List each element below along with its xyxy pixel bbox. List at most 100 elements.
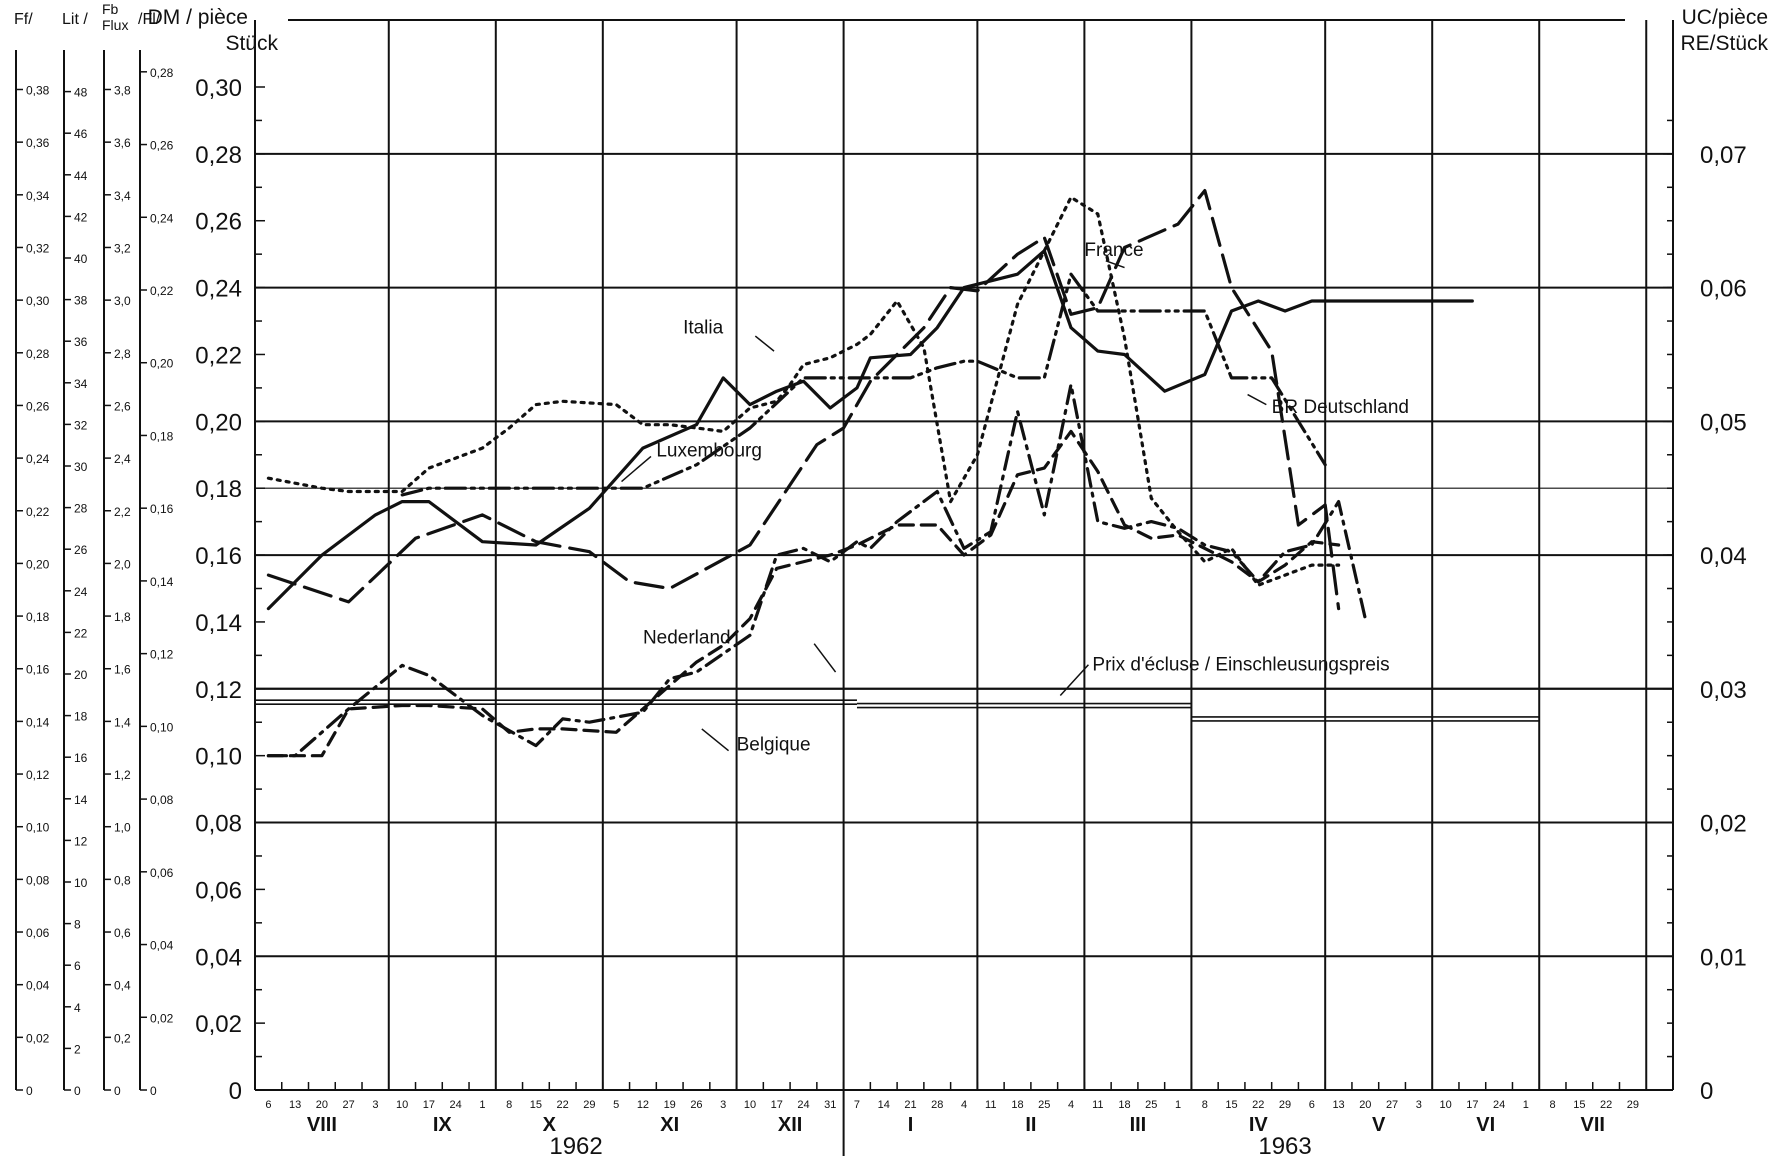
currency-tick-label: 0,02 [150, 1011, 174, 1025]
x-week-label: 29 [1627, 1099, 1639, 1111]
currency-tick-label: 42 [74, 210, 88, 224]
currency-tick-label: 0,22 [150, 284, 174, 298]
x-week-label: 3 [1416, 1099, 1422, 1111]
currency-tick-label: 3,0 [114, 294, 131, 308]
x-month-label: XI [660, 1114, 679, 1136]
series-line-br-deutschland [266, 249, 1474, 611]
series-line-france [266, 189, 1341, 611]
currency-tick-label: 0,06 [150, 866, 174, 880]
currency-tick-label: 0,10 [26, 821, 50, 835]
sluice-price-label: Prix d'écluse / Einschleusungspreis [1092, 655, 1389, 676]
currency-tick-label: 8 [74, 918, 81, 932]
currency-tick-label: 0,36 [26, 136, 50, 150]
series-line-italia [266, 195, 1341, 587]
currency-tick-label: 12 [74, 834, 88, 848]
y-tick-label: 0 [229, 1078, 242, 1105]
currency-tick-label: 0,4 [114, 979, 131, 993]
currency-tick-label: 0,08 [150, 793, 174, 807]
x-week-label: 19 [664, 1099, 676, 1111]
x-year-label: 1962 [549, 1133, 602, 1156]
x-week-label: 8 [1202, 1099, 1208, 1111]
x-week-label: 1 [479, 1099, 485, 1111]
right-y-tick-label: 0,05 [1700, 409, 1747, 436]
x-month-label: VII [1581, 1114, 1605, 1136]
currency-tick-label: 32 [74, 418, 88, 432]
currency-tick-label: 0,34 [26, 189, 50, 203]
x-week-label: 21 [904, 1099, 916, 1111]
currency-tick-label: 0,12 [150, 648, 174, 662]
currency-tick-label: 0,16 [150, 502, 174, 516]
x-week-label: 13 [1332, 1099, 1344, 1111]
x-week-label: 8 [1550, 1099, 1556, 1111]
currency-tick-label: 0 [150, 1084, 157, 1098]
currency-tick-label: 1,0 [114, 821, 131, 835]
x-month-label: IV [1249, 1114, 1269, 1136]
currency-tick-label: 0,8 [114, 873, 131, 887]
y-tick-label: 0,04 [195, 944, 242, 971]
series-line-nederland [266, 383, 1367, 758]
x-week-label: 1 [1523, 1099, 1529, 1111]
x-week-label: 10 [396, 1099, 408, 1111]
series-label-br-deutschland: BR Deutschland [1272, 397, 1409, 418]
currency-tick-label: 30 [74, 460, 88, 474]
currency-tick-label: 0,38 [26, 83, 50, 97]
series-label-belgique: Belgique [737, 735, 811, 756]
series-label-france: France [1084, 240, 1143, 261]
currency-tick-label: 34 [74, 377, 88, 391]
y-tick-label: 0,18 [195, 476, 242, 503]
currency-unit-label: Lit / [62, 11, 88, 28]
x-week-label: 7 [854, 1099, 860, 1111]
x-month-label: X [543, 1114, 557, 1136]
x-week-label: 3 [372, 1099, 378, 1111]
label-leader [813, 643, 837, 673]
x-week-label: 31 [824, 1099, 836, 1111]
x-month-label: VI [1476, 1114, 1495, 1136]
x-month-label: III [1130, 1114, 1147, 1136]
currency-tick-label: 6 [74, 959, 81, 973]
currency-tick-label: 18 [74, 710, 88, 724]
currency-tick-label: 0,28 [150, 66, 174, 80]
x-week-label: 17 [1466, 1099, 1478, 1111]
y-tick-label: 0,20 [195, 409, 242, 436]
currency-tick-label: 4 [74, 1001, 81, 1015]
currency-tick-label: 2,4 [114, 452, 131, 466]
y-tick-label: 0,10 [195, 744, 242, 771]
currency-tick-label: 0,14 [26, 715, 50, 729]
y-tick-label: 0,06 [195, 877, 242, 904]
grid [255, 20, 1673, 1090]
x-month-label: V [1372, 1114, 1386, 1136]
series-line-belgique [266, 429, 1341, 758]
series-label-italia: Italia [683, 317, 724, 338]
currency-tick-label: 0,18 [26, 610, 50, 624]
x-week-label: 11 [1092, 1099, 1103, 1111]
x-week-label: 5 [613, 1099, 619, 1111]
currency-tick-label: 0,26 [150, 139, 174, 153]
x-week-label: 24 [1493, 1099, 1505, 1111]
currency-tick-label: 28 [74, 502, 88, 516]
x-week-label: 26 [690, 1099, 702, 1111]
right-y-tick-label: 0,01 [1700, 944, 1747, 971]
left-unit-label-2: Stück [225, 32, 278, 55]
y-tick-label: 0,02 [195, 1011, 242, 1038]
currency-tick-label: 2,2 [114, 505, 131, 519]
currency-tick-label: 0 [74, 1084, 81, 1098]
right-y-tick-label: 0,02 [1700, 811, 1747, 838]
x-year-label: 1963 [1258, 1133, 1311, 1156]
x-month-label: I [908, 1114, 914, 1136]
currency-tick-label: 0,24 [150, 211, 174, 225]
x-week-label: 12 [637, 1099, 649, 1111]
currency-tick-label: 0,12 [26, 768, 50, 782]
currency-tick-label: 3,2 [114, 241, 131, 255]
x-week-label: 6 [1309, 1099, 1315, 1111]
currency-unit-label-2: Flux [102, 17, 128, 33]
currency-tick-label: 0 [114, 1084, 121, 1098]
currency-tick-label: 36 [74, 335, 88, 349]
x-week-label: 15 [1573, 1099, 1585, 1111]
label-leader [1247, 393, 1267, 406]
currency-tick-label: 3,8 [114, 83, 131, 97]
y-tick-label: 0,26 [195, 209, 242, 236]
currency-tick-label: 48 [74, 86, 88, 100]
x-week-label: 17 [771, 1099, 783, 1111]
currency-tick-label: 0,6 [114, 926, 131, 940]
currency-tick-label: 0,08 [26, 873, 50, 887]
